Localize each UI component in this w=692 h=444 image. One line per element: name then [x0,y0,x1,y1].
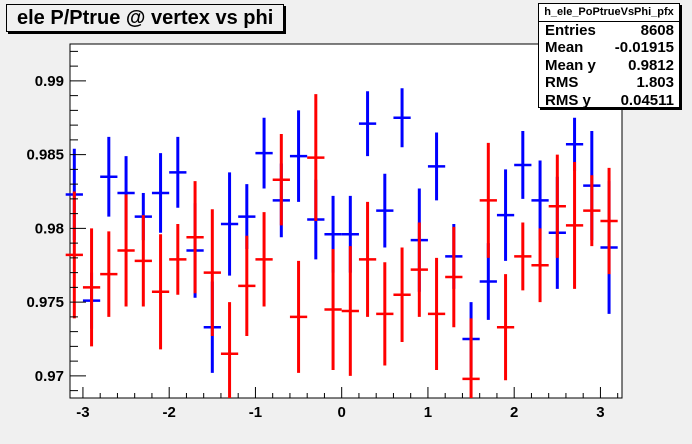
stats-value: 1.803 [636,74,674,92]
data-point [272,133,290,226]
stats-value: -0.01915 [614,39,674,57]
stats-label: RMS [545,74,579,92]
data-point [393,88,411,148]
data-point [496,169,515,261]
data-point [496,274,515,381]
data-point [376,173,394,248]
x-tick-label: 1 [424,404,432,421]
x-tick-label: -1 [249,404,262,421]
data-point [531,228,549,303]
data-point [479,142,497,258]
data-point [186,181,204,294]
stats-value: 0.04511 [620,91,674,109]
y-tick-label: 0.98 [35,220,64,237]
data-point [324,249,342,370]
chart-title: ele P/Ptrue @ vertex vs phi [6,4,285,32]
data-point [514,131,532,199]
data-point [100,136,118,217]
data-point [255,117,273,189]
y-tick-label: 0.99 [35,73,64,90]
data-point [134,215,152,307]
data-point [151,153,170,233]
data-point [169,136,187,208]
data-point [289,260,308,373]
x-tick-label: 0 [338,404,346,421]
data-point [220,302,239,398]
stats-label: Mean y [545,56,596,74]
data-point [203,209,221,337]
data-point [358,201,377,317]
data-point [514,222,532,291]
x-tick-label: -3 [76,404,89,421]
stats-value: 0.9812 [628,56,674,74]
data-marks [65,88,618,398]
data-point [169,223,187,295]
data-point [393,247,411,342]
axes: -3 -2 -1 0 1 2 3 0.97 0.975 0.98 0.985 0.99 [26,50,619,421]
data-point [255,212,273,307]
y-tick-label: 0.975 [26,294,64,311]
x-tick-label: 3 [596,404,604,421]
data-point [341,246,359,376]
data-point [65,191,83,319]
stats-label: Entries [545,22,596,39]
stats-box: h_ele_PoPtrueVsPhi_pfx Entries 8608 Mean… [538,3,680,109]
data-point [445,226,463,328]
data-point [376,262,394,366]
data-point [600,167,618,275]
y-tick-label: 0.985 [26,147,64,164]
stats-label: Mean [545,39,584,57]
data-point [117,194,135,307]
stats-row-rms-y: RMS y 0.04511 [539,92,679,109]
data-point [238,235,256,337]
stats-label: RMS y [545,91,591,109]
data-point [151,234,170,350]
y-tick-label: 0.97 [35,368,64,385]
stats-title: h_ele_PoPtrueVsPhi_pfx [539,4,679,22]
stats-row-rms: RMS 1.803 [539,74,679,91]
stats-row-mean: Mean -0.01915 [539,39,679,56]
stats-row-entries: Entries 8608 [539,22,679,39]
data-point [289,110,308,202]
data-point [358,91,377,157]
x-tick-label: 2 [510,404,518,421]
data-point [427,257,446,370]
stats-row-mean-y: Mean y 0.9812 [539,57,679,74]
data-point [307,94,325,221]
data-point [462,318,480,398]
data-point [583,175,601,247]
data-point [100,231,118,317]
stats-value: 8608 [640,22,674,39]
data-point [220,172,239,276]
data-point [410,222,428,317]
data-point [548,154,566,258]
data-point [565,162,584,289]
data-point [531,160,549,241]
data-point [427,132,446,201]
x-tick-label: -2 [163,404,176,421]
data-point [82,228,101,347]
